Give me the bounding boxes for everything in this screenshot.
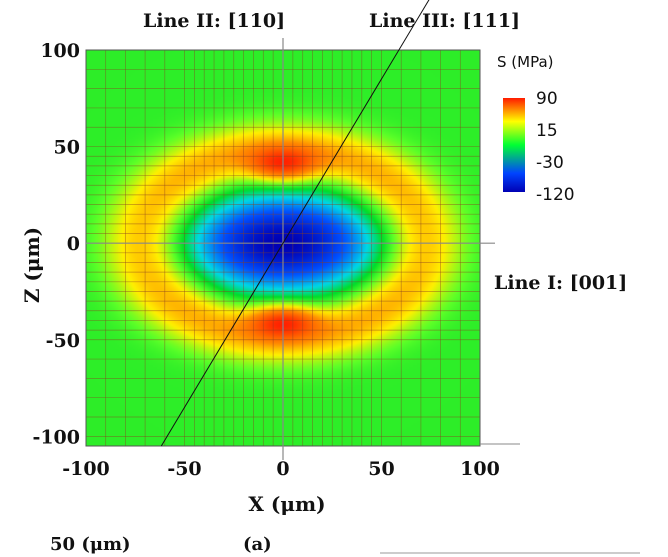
x-axis-ticks: -100 -50 0 50 100 (62, 458, 500, 480)
x-tick-label: -100 (62, 458, 110, 480)
scale-label: 50 (μm) (50, 534, 131, 555)
y-tick-label: 0 (67, 233, 80, 255)
y-axis-label: Z (μm) (20, 227, 44, 303)
y-tick-label: 100 (40, 40, 80, 62)
x-tick-label: -50 (167, 458, 201, 480)
x-tick-label: 100 (460, 458, 500, 480)
line-i-label: Line I: [001] (494, 272, 627, 294)
colorbar-label-minus120: -120 (536, 185, 575, 205)
colorbar-label-minus30: -30 (536, 153, 564, 173)
y-tick-label: 50 (54, 137, 80, 159)
colorbar-title: S (MPa) (497, 53, 554, 71)
colorbar-label-15: 15 (536, 121, 558, 141)
x-tick-label: 0 (276, 458, 289, 480)
panel-label: (a) (243, 534, 272, 555)
x-axis-label: X (μm) (248, 492, 325, 516)
y-tick-label: -50 (46, 330, 80, 352)
line-iii-111 (160, 0, 430, 447)
y-axis-ticks: 100 50 0 -50 -100 (32, 40, 80, 448)
colorbar (503, 98, 525, 192)
line-iii-label: Line III: [111] (369, 10, 520, 32)
y-tick-label: -100 (32, 426, 80, 448)
line-ii-label: Line II: [110] (143, 10, 285, 32)
colorbar-label-90: 90 (536, 89, 558, 109)
crystal-direction-lines (86, 0, 520, 460)
x-tick-label: 50 (368, 458, 394, 480)
